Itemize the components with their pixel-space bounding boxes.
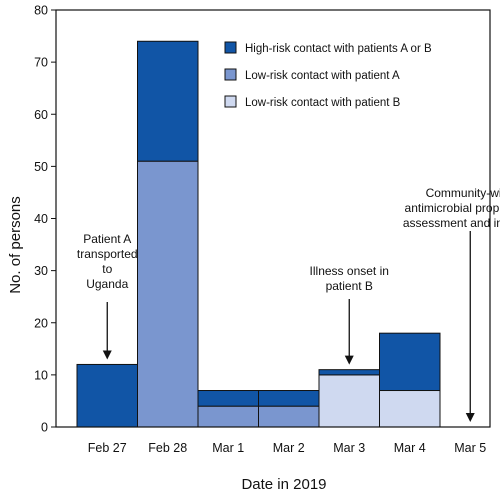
y-tick-label: 10 <box>34 368 48 382</box>
annotation-text-line: to <box>102 262 112 276</box>
annotation-text-line: transported <box>77 247 138 261</box>
annotation-text-line: Community-wide <box>426 186 500 200</box>
annotation-text-line: antimicrobial prophylaxis <box>405 201 500 215</box>
bar-mar-2-high-risk-contact-with-patients-a-or-b <box>258 390 320 407</box>
legend-swatch-high-risk-contact-with-patients-a-or-b <box>224 41 237 54</box>
x-tick-label: Mar 2 <box>273 441 305 455</box>
y-tick-label: 0 <box>41 421 48 435</box>
annotation-text-line: Illness onset in <box>310 264 389 278</box>
x-tick-label: Feb 27 <box>88 441 127 455</box>
y-tick-label: 70 <box>34 56 48 70</box>
legend-label-low-risk-contact-with-patient-a: Low-risk contact with patient A <box>245 70 400 82</box>
bars <box>76 40 441 428</box>
x-tick-label: Mar 1 <box>212 441 244 455</box>
bar-feb-27-high-risk-contact-with-patients-a-or-b <box>76 363 138 428</box>
x-axis: Feb 27 Feb 28 Mar 1 Mar 2 Mar 3 Mar 4 Mar 5 <box>88 441 486 455</box>
x-tick-label: Feb 28 <box>148 441 187 455</box>
bar-mar-2-low-risk-contact-with-patient-a <box>258 405 320 428</box>
legend-label-high-risk-contact-with-patients-a-or-b: High-risk contact with patients A or B <box>245 43 432 55</box>
annotation-text-line: assessment and initiation <box>403 216 500 230</box>
y-tick-label: 50 <box>34 160 48 174</box>
y-tick-label: 40 <box>34 212 48 226</box>
annotation-text-line: Patient A <box>83 232 131 246</box>
y-tick-label: 80 <box>34 4 48 18</box>
legend: High-risk contact with patients A or B Lo… <box>224 41 432 109</box>
y-tick-label: 20 <box>34 316 48 330</box>
x-axis-title: Date in 2019 <box>241 476 326 493</box>
bar-mar-3-low-risk-contact-with-patient-b <box>318 374 380 428</box>
bar-mar-1-high-risk-contact-with-patients-a-or-b <box>197 390 259 407</box>
annotation-arrowhead <box>344 355 354 365</box>
bar-feb-28-low-risk-contact-with-patient-a <box>137 160 199 428</box>
bar-feb-28-high-risk-contact-with-patients-a-or-b <box>137 40 199 162</box>
bar-mar-4-high-risk-contact-with-patients-a-or-b <box>379 332 441 392</box>
annotation-mar-5: Community-wideantimicrobial prophylaxisa… <box>403 186 500 422</box>
bar-mar-1-low-risk-contact-with-patient-a <box>197 405 259 428</box>
legend-label-low-risk-contact-with-patient-b: Low-risk contact with patient B <box>245 97 401 109</box>
x-tick-label: Mar 5 <box>454 441 486 455</box>
plot-border <box>55 9 491 428</box>
y-tick-label: 30 <box>34 264 48 278</box>
y-axis-title: No. of persons <box>7 196 24 294</box>
x-tick-label: Mar 3 <box>333 441 365 455</box>
annotation-text-line: Uganda <box>86 277 128 291</box>
x-tick-label: Mar 4 <box>394 441 426 455</box>
annotation-arrowhead <box>102 350 112 360</box>
annotation-text-line: patient B <box>326 279 373 293</box>
legend-swatch-low-risk-contact-with-patient-b <box>224 95 237 108</box>
legend-swatch-low-risk-contact-with-patient-a <box>224 68 237 81</box>
bar-mar-4-low-risk-contact-with-patient-b <box>379 390 441 428</box>
plot-frame <box>55 9 491 428</box>
y-axis: 0 10 20 30 40 50 60 70 80 <box>34 4 56 435</box>
bar-mar-3-high-risk-contact-with-patients-a-or-b <box>318 369 380 376</box>
y-tick-label: 60 <box>34 108 48 122</box>
annotation-arrowhead <box>465 413 475 422</box>
